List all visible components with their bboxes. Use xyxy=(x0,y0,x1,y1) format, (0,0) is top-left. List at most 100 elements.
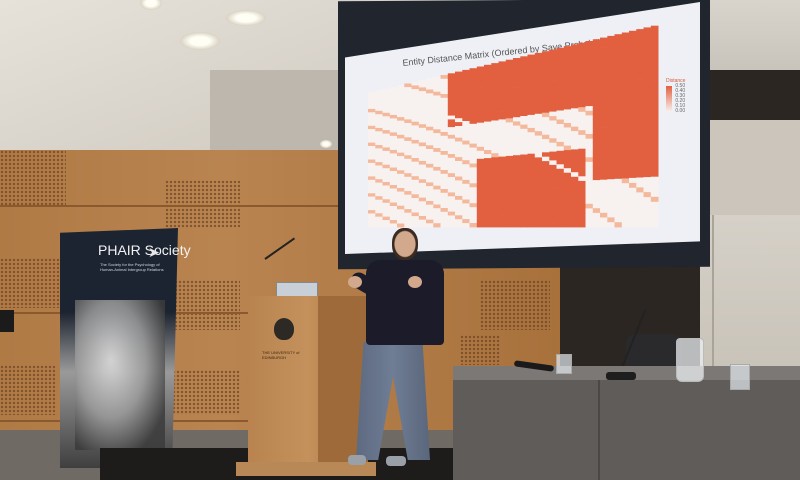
heatmap-cell xyxy=(447,107,456,113)
heatmap-cell xyxy=(491,190,499,195)
heatmap-cell xyxy=(621,47,630,53)
heatmap-cell xyxy=(447,184,456,189)
heatmap-cell xyxy=(476,154,485,160)
heatmap-cell xyxy=(505,218,514,224)
heatmap-cell xyxy=(418,124,427,129)
heatmap-cell xyxy=(600,217,608,223)
heatmap-cell xyxy=(426,119,434,124)
heatmap-cell xyxy=(578,111,586,117)
heatmap-cell xyxy=(549,147,557,152)
heatmap-cell xyxy=(629,222,637,228)
heatmap-cell xyxy=(629,40,637,46)
heatmap-cell xyxy=(592,147,601,153)
heatmap-cell xyxy=(542,95,550,100)
heatmap-cell xyxy=(621,110,630,116)
heatmap-cell xyxy=(563,218,572,223)
heatmap-cell xyxy=(368,156,376,160)
heatmap-cell xyxy=(585,138,594,144)
heatmap-cell xyxy=(491,210,499,216)
heatmap-cell xyxy=(534,205,543,210)
heatmap-cell xyxy=(643,182,652,188)
heatmap-cell xyxy=(476,94,485,99)
heatmap-cell xyxy=(491,67,499,72)
heatmap-cell xyxy=(650,171,659,177)
heatmap-cell xyxy=(629,104,637,110)
heatmap-cell xyxy=(607,222,615,228)
heatmap-cell xyxy=(549,200,557,206)
heatmap-cell xyxy=(563,150,572,155)
heatmap-cell xyxy=(418,197,427,202)
heatmap-cell xyxy=(520,133,528,138)
heatmap-cell xyxy=(607,69,615,75)
heatmap-cell xyxy=(505,105,514,111)
heatmap-cell xyxy=(505,147,514,153)
heatmap-cell xyxy=(447,154,456,159)
heatmap-cell xyxy=(527,93,536,99)
heatmap-cell xyxy=(447,73,456,78)
heatmap-cell xyxy=(592,212,601,218)
heatmap-cell xyxy=(571,190,579,196)
heatmap-cell xyxy=(382,195,391,200)
heatmap-cell xyxy=(542,147,550,153)
heatmap-cell xyxy=(607,164,615,171)
heatmap-cell xyxy=(484,77,492,82)
heatmap-cell xyxy=(368,166,376,171)
heatmap-cell xyxy=(505,201,514,207)
heatmap-cell xyxy=(549,209,557,215)
heatmap-cell xyxy=(382,168,391,173)
heatmap-cell xyxy=(614,101,623,107)
heatmap-cell xyxy=(549,116,557,121)
heatmap-cell xyxy=(404,101,412,106)
heatmap-cell xyxy=(542,200,550,206)
heatmap-cell xyxy=(549,102,557,108)
heatmap-legend: Distance 0.50 0.40 0.30 0.20 0.10 0.00 xyxy=(666,78,690,128)
heatmap-cell xyxy=(650,176,659,183)
heatmap-cell xyxy=(650,186,659,193)
heatmap-cell xyxy=(563,172,572,178)
heatmap-cell xyxy=(513,83,521,88)
heatmap-cell xyxy=(455,203,463,208)
heatmap-cell xyxy=(397,202,405,207)
heatmap-cell xyxy=(600,66,608,72)
heatmap-cell xyxy=(397,166,405,171)
heatmap-cell xyxy=(484,162,492,167)
heatmap-cell xyxy=(549,93,557,99)
heatmap-cell xyxy=(513,197,521,202)
heatmap-cell xyxy=(650,121,659,127)
heatmap-cell xyxy=(447,111,456,116)
heatmap-cell xyxy=(556,83,565,89)
heatmap-cell xyxy=(462,168,470,173)
heatmap-cell xyxy=(650,201,659,208)
heatmap-cell xyxy=(600,156,608,162)
heatmap-cell xyxy=(426,115,434,120)
heatmap-cell xyxy=(636,133,644,139)
heatmap-cell xyxy=(491,108,499,113)
heatmap-cell xyxy=(578,130,586,136)
heatmap-cell xyxy=(542,103,550,109)
heatmap-cell xyxy=(498,111,507,116)
heatmap-cell xyxy=(563,95,572,101)
heatmap-cell xyxy=(578,107,586,113)
heatmap-cell xyxy=(382,154,391,159)
heatmap-cell xyxy=(455,219,463,224)
heatmap-cell xyxy=(520,56,528,61)
heatmap-cell xyxy=(614,149,623,156)
heatmap-cell xyxy=(397,173,405,178)
heatmap-cell xyxy=(592,156,601,162)
heatmap-cell xyxy=(382,92,391,96)
heatmap-cell xyxy=(505,109,514,115)
heatmap-cell xyxy=(542,90,550,96)
heatmap-cell xyxy=(455,122,463,127)
heatmap-cell xyxy=(556,159,565,165)
heatmap-cell xyxy=(520,107,528,113)
heatmap-cell xyxy=(418,153,427,158)
heatmap-cell xyxy=(440,78,449,83)
heatmap-cell xyxy=(433,178,441,183)
heatmap-cell xyxy=(549,85,557,90)
podium-inscription: THE UNIVERSITY of EDINBURGH xyxy=(262,350,300,360)
heatmap-cell xyxy=(650,151,659,157)
heatmap-cell xyxy=(476,122,485,128)
heatmap-cell xyxy=(650,55,659,62)
heatmap-cell xyxy=(527,145,536,150)
heatmap-cell xyxy=(542,152,550,158)
